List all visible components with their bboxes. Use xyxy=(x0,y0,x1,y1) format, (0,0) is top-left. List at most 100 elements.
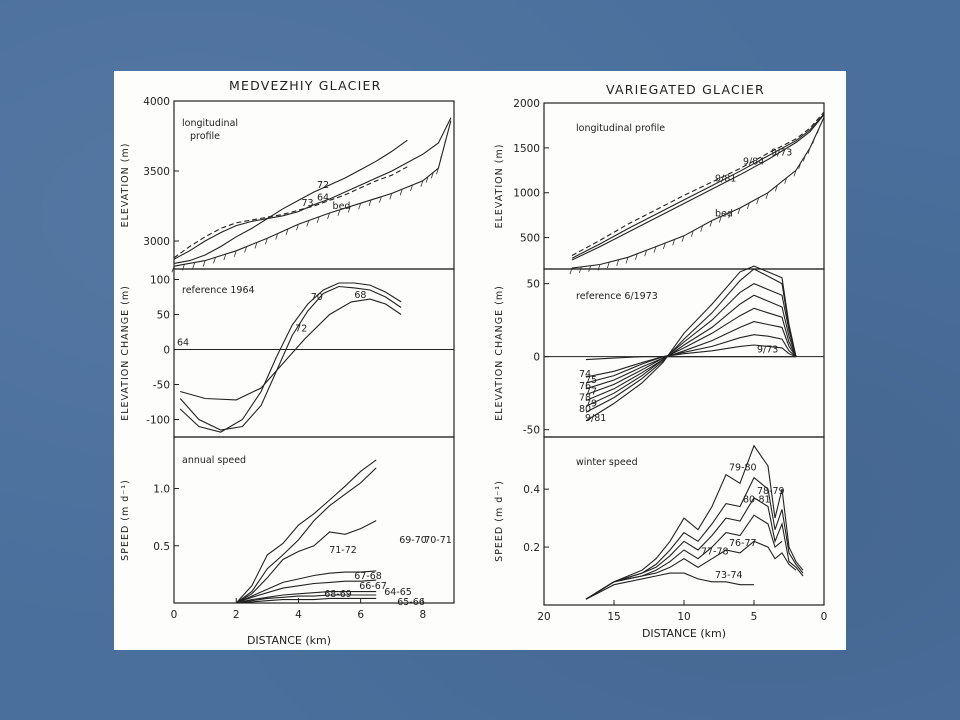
variegated-bed-hatch xyxy=(653,246,657,253)
variegated-bed-hatch xyxy=(634,253,638,260)
variegated-profile-series-9-84 xyxy=(571,111,825,256)
medvezhiy-profile-series-64 xyxy=(173,117,452,260)
variegated-bed-hatch xyxy=(690,230,694,237)
medvezhiy-profile-title-line1: longitudinal xyxy=(182,118,238,129)
variegated-change-label-80: 80 xyxy=(579,404,591,415)
figure-panel: MEDVEZHIY GLACIER 3000 3500 4000 ELEVATION … xyxy=(114,71,846,650)
medvezhiy-profile-label-64: 64 xyxy=(317,193,329,204)
variegated-change-label-76: 76 xyxy=(579,381,591,392)
variegated-bed-hatch xyxy=(728,212,732,219)
variegated-xlabel: DISTANCE (km) xyxy=(642,627,726,640)
variegated-change-series-77 xyxy=(585,307,797,396)
medvezhiy-xtick-label: 6 xyxy=(357,609,364,621)
medvezhiy-speed-series-67-68 xyxy=(235,570,377,604)
variegated-change-label-9-81: 9/81 xyxy=(585,413,606,424)
variegated-speed-series-79-80 xyxy=(585,444,804,600)
variegated-xtick-label: 5 xyxy=(751,611,758,623)
variegated-speed-label-78-79: 78-79 xyxy=(757,486,785,497)
medvezhiy-bed-hatch xyxy=(202,260,206,267)
variegated-change-series-76 xyxy=(585,321,797,390)
variegated-change-label-79: 79 xyxy=(585,398,597,409)
variegated-bed-hatch xyxy=(756,197,760,204)
medvezhiy-profile-panel: 3000 3500 4000 ELEVATION (m) longitudinal pro… xyxy=(120,96,455,273)
variegated-profile-label-bed: bed xyxy=(715,209,733,220)
variegated-bed-hatch xyxy=(597,264,601,271)
medvezhiy-speed-label-71-72: 71-72 xyxy=(329,545,357,556)
medvezhiy-change-panel: 100 50 0 -50 -100 ELEVATION CHANGE (m) referen… xyxy=(120,268,455,438)
medvezhiy-speed-label-69-70: 69-70 xyxy=(399,535,427,546)
variegated-bed-hatch xyxy=(662,242,666,250)
medvezhiy-change-ylabel: ELEVATION CHANGE (m) xyxy=(120,285,131,421)
medvezhiy-bed-hatch xyxy=(296,224,299,231)
variegated-speed-series-76-77 xyxy=(585,540,797,600)
variegated-speed-series-80-81 xyxy=(585,476,804,600)
variegated-speed-label-73-74: 73-74 xyxy=(715,570,743,581)
variegated-bed-hatch xyxy=(774,185,778,192)
variegated-bed-hatch xyxy=(718,216,722,223)
medvezhiy-profile-series-73 xyxy=(173,166,408,259)
medvezhiy-bed-hatch xyxy=(316,216,320,223)
medvezhiy-bed-hatch xyxy=(254,242,258,249)
medvezhiy-speed-series-66-67 xyxy=(236,579,377,604)
variegated-change-panel: 50 0 -50 ELEVATION CHANGE (m) reference 6/19… xyxy=(494,265,825,438)
medvezhiy-xtick-label: 2 xyxy=(233,609,240,621)
variegated-bed-hatch xyxy=(737,207,741,215)
medvezhiy-profile-label-72: 72 xyxy=(317,180,329,191)
variegated-bed-hatch xyxy=(798,162,802,169)
medvezhiy-bed-hatch xyxy=(436,168,439,175)
variegated-speed-series-78-79 xyxy=(585,497,804,600)
medvezhiy-change-ytick-label: 0 xyxy=(163,345,170,357)
variegated-change-label-74: 74 xyxy=(579,369,591,380)
variegated-change-series-78 xyxy=(585,294,797,402)
medvezhiy-bed-hatch xyxy=(379,196,382,203)
variegated-change-series-9-81 xyxy=(585,265,797,422)
glacier-figure: MEDVEZHIY GLACIER 3000 3500 4000 ELEVATION … xyxy=(120,78,827,647)
variegated-profile-label-9-73: 9/73 xyxy=(771,148,792,159)
variegated-speed-label-76-77: 76-77 xyxy=(729,538,757,549)
variegated-change-series-75 xyxy=(585,334,797,384)
medvezhiy-speed-frame xyxy=(173,436,455,604)
variegated-speed-title: winter speed xyxy=(576,457,638,468)
medvezhiy-speed-ytick-label: 1.0 xyxy=(153,484,170,496)
variegated-bed-hatch xyxy=(672,239,676,246)
variegated-xtick-label: 15 xyxy=(607,611,620,623)
medvezhiy-speed-ytick-label: 0.5 xyxy=(153,541,170,553)
variegated-bed-hatch xyxy=(793,170,797,177)
variegated-change-ytick-label: -50 xyxy=(523,425,540,437)
variegated-profile-ytick-label: 500 xyxy=(520,233,540,245)
medvezhiy-bed-hatch xyxy=(233,250,237,257)
medvezhiy-change-label-72: 72 xyxy=(295,324,307,335)
variegated-bed-hatch xyxy=(625,257,629,264)
medvezhiy-change-label-68: 68 xyxy=(354,290,366,301)
medvezhiy-profile-ytick-label: 3000 xyxy=(143,236,170,248)
medvezhiy-speed-label-67-68: 67-68 xyxy=(354,571,382,582)
medvezhiy-bed-hatch xyxy=(285,228,289,235)
variegated-bed-hatch xyxy=(784,177,788,184)
variegated-xtick-label: 10 xyxy=(677,611,690,623)
medvezhiy-profile-series-72 xyxy=(173,139,408,264)
medvezhiy-speed-label-65-66: 65-66 xyxy=(397,597,425,608)
medvezhiy-profile-label-bed: bed xyxy=(333,201,351,212)
variegated-change-series-9-73 xyxy=(585,356,796,361)
variegated-bed-hatch xyxy=(578,266,582,274)
variegated-chart: VARIEGATED GLACIER 200015001000500ELEVAT… xyxy=(494,82,827,640)
medvezhiy-title: MEDVEZHIY GLACIER xyxy=(229,78,381,93)
medvezhiy-profile-ytick-label: 3500 xyxy=(143,166,170,178)
medvezhiy-bed-hatch xyxy=(244,246,247,253)
medvezhiy-change-ytick-label: 50 xyxy=(157,310,170,322)
variegated-bed-hatch xyxy=(616,259,620,266)
medvezhiy-change-series-68 xyxy=(180,298,402,401)
medvezhiy-bed-hatch xyxy=(389,193,393,200)
medvezhiy-profile-ytick-label: 4000 xyxy=(143,96,170,108)
variegated-change-title: reference 6/1973 xyxy=(576,291,658,302)
medvezhiy-profile-label-73: 73 xyxy=(301,198,313,209)
variegated-bed-hatch xyxy=(709,220,713,227)
variegated-speed-ytick-label: 0.2 xyxy=(523,542,540,554)
medvezhiy-change-ytick-label: -100 xyxy=(146,415,170,427)
variegated-profile-ytick-label: 1000 xyxy=(513,188,540,200)
medvezhiy-bed-hatch xyxy=(420,180,424,187)
medvezhiy-xlabel: DISTANCE (km) xyxy=(247,634,331,647)
variegated-profile-series-9-81 xyxy=(571,113,825,259)
variegated-change-series-80 xyxy=(585,268,797,413)
